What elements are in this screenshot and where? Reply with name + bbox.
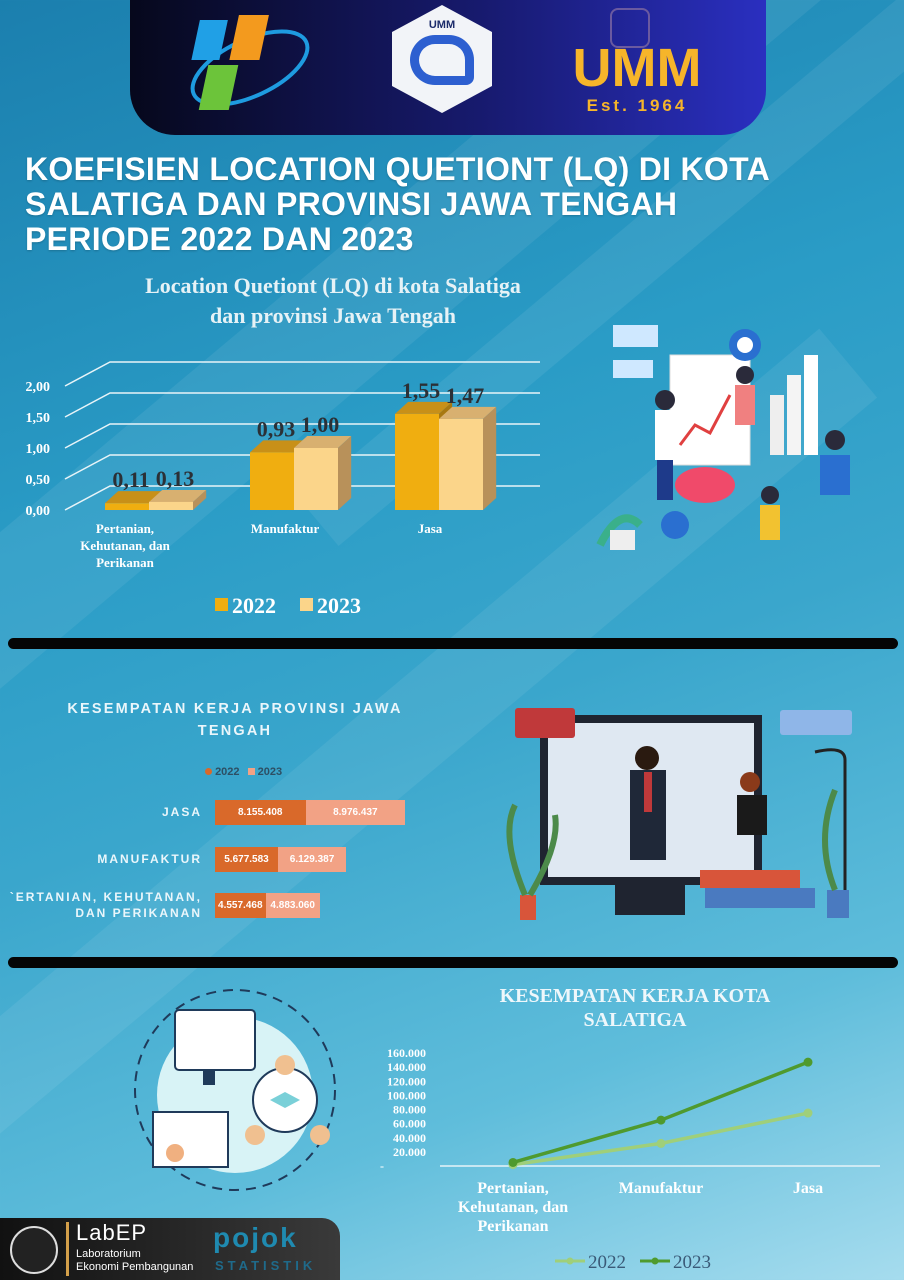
section-divider: [8, 638, 898, 649]
y-tick-label: 0,00: [26, 504, 51, 519]
footer-logos: LabEP Laboratorium Ekonomi Pembangunan p…: [0, 1218, 340, 1280]
bar-side: [193, 489, 207, 510]
data-label: 0,11: [112, 467, 149, 492]
bar-side: [483, 406, 497, 510]
salatiga-chart-title: KESEMPATAN KERJA KOTA SALATIGA: [499, 985, 771, 1031]
y-tick-label: 20.000: [393, 1145, 426, 1159]
legend-2022: 2022: [205, 766, 240, 778]
bar-2022: [250, 452, 294, 510]
bps-logo: [190, 15, 310, 110]
bar-2022: [105, 503, 149, 510]
point-2023: [656, 1115, 666, 1125]
y-tick-label: 140.000: [387, 1060, 426, 1074]
legend-marker: [651, 1257, 659, 1265]
bar-2023: [294, 448, 338, 510]
y-tick-label: 2,00: [26, 380, 51, 395]
bar-2022: [395, 413, 439, 510]
section-divider: [8, 957, 898, 968]
point-2022: [803, 1108, 813, 1118]
category-label: JASA: [161, 805, 202, 819]
category-label: MANUFAKTUR: [97, 852, 202, 866]
point-2023: [508, 1157, 518, 1167]
lq-chart-title: Location Quetiont (LQ) di kota Salatiga …: [145, 273, 521, 328]
data-label: 0,93: [257, 416, 296, 441]
online-presentation-illustration: [506, 708, 852, 920]
legend-marker: [566, 1257, 574, 1265]
y-tick-label: 80.000: [393, 1103, 426, 1117]
bar-top: [294, 436, 352, 448]
fsd-seal-icon: [10, 1226, 58, 1274]
ep-logo: UMM: [392, 5, 492, 113]
legend-swatch: [300, 598, 313, 611]
gridline: [64, 361, 540, 387]
gridline: [64, 392, 540, 418]
bar-2022: 5.677.583: [215, 847, 279, 872]
bar-top: [439, 406, 497, 419]
page-title: KOEFISIEN LOCATION QUETIONT (LQ) DI KOTA…: [25, 151, 770, 257]
y-tick-label: 160.000: [387, 1046, 426, 1060]
x-tick-label: Manufaktur: [619, 1180, 703, 1197]
bar-2022: 4.557.468: [215, 893, 266, 918]
e-learning-illustration: [134, 989, 336, 1191]
jateng-legend: 2022 2023: [205, 766, 282, 778]
bar-2023: 8.976.437: [305, 800, 406, 825]
y-tick-label: 0,50: [26, 473, 51, 488]
x-tick-label: Perikanan: [96, 555, 155, 570]
y-tick-label: 60.000: [393, 1117, 426, 1131]
legend-2023: 2023: [247, 766, 282, 778]
data-label: 1,47: [446, 383, 485, 408]
bar-top: [105, 491, 163, 504]
x-tick-label: Jasa: [418, 521, 443, 536]
point-2023: [803, 1057, 813, 1067]
bar-2023: 6.129.387: [278, 847, 347, 872]
y-tick-label: 1,00: [26, 442, 51, 457]
x-tick-label: Perikanan: [477, 1218, 548, 1235]
bar-2022: 8.155.408: [215, 800, 306, 825]
data-analysis-illustration: [596, 325, 850, 550]
data-label: 1,55: [402, 378, 441, 403]
bar-2023: [149, 501, 193, 510]
legend-label: 2023: [317, 593, 361, 618]
y-tick-label: 40.000: [393, 1131, 426, 1145]
bar-top: [149, 489, 207, 502]
x-tick-label: Jasa: [793, 1180, 823, 1197]
jateng-chart-title: KESEMPATAN KERJA PROVINSI JAWA TENGAH: [67, 701, 403, 739]
category-label: `ERTANIAN, KEHUTANAN, DAN PERIKANAN: [9, 890, 202, 920]
y-tick-label: 1,50: [26, 411, 51, 426]
umm-seal-icon: [610, 8, 650, 48]
point-2022: [656, 1138, 666, 1148]
salatiga-line-chart: -20.00040.00060.00080.000100.000120.0001…: [380, 1046, 880, 1273]
bar-2023: [439, 418, 483, 510]
legend-label: 2022: [232, 593, 276, 618]
legend-label: 2023: [673, 1252, 711, 1273]
bar-side: [338, 436, 352, 510]
data-label: 1,00: [301, 412, 340, 437]
x-tick-label: Pertanian,: [96, 521, 154, 536]
bar-top: [395, 401, 453, 414]
x-tick-label: Manufaktur: [251, 521, 320, 536]
legend-label: 2022: [588, 1252, 626, 1273]
x-tick-label: Kehutanan, dan: [458, 1199, 568, 1216]
x-tick-label: Kehutanan, dan: [80, 538, 170, 553]
lq-bar-chart: 0,00 0,50 1,00 1,50 2,00 0,11 0,13 Pertanian, Ke…: [26, 361, 540, 618]
bar-top: [250, 440, 308, 453]
data-label: 0,13: [156, 466, 195, 491]
header-banner: UMM UMM Est. 1964: [130, 0, 766, 135]
y-tick-label: -: [380, 1159, 384, 1173]
y-tick-label: 100.000: [387, 1088, 426, 1102]
bar-2023: 4.883.060: [265, 893, 320, 918]
x-tick-label: Pertanian,: [477, 1180, 549, 1197]
y-tick-label: 120.000: [387, 1074, 426, 1088]
legend-swatch: [215, 598, 228, 611]
